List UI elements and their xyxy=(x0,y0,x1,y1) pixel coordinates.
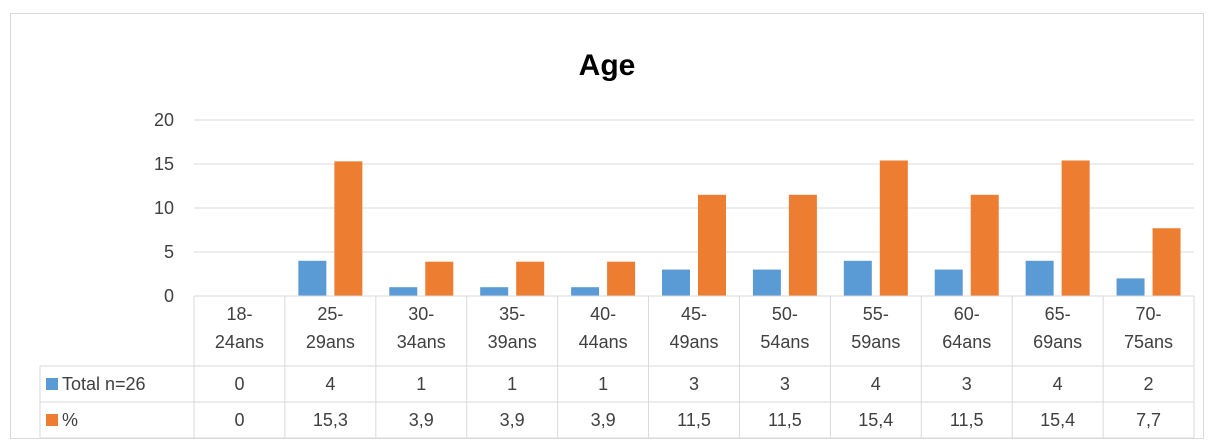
data-table-value: 3 xyxy=(962,374,972,394)
x-tick-label: 39ans xyxy=(488,332,537,352)
y-tick-label: 5 xyxy=(164,242,174,262)
data-table-value: 3,9 xyxy=(409,410,434,430)
bar-total xyxy=(843,260,872,296)
bar-percent xyxy=(970,194,999,296)
data-table-value: 0 xyxy=(234,410,244,430)
data-table-value: 1 xyxy=(507,374,517,394)
bar-percent xyxy=(334,161,363,296)
x-tick-label: 69ans xyxy=(1033,332,1082,352)
data-table-value: 4 xyxy=(871,374,881,394)
bar-percent xyxy=(698,194,726,296)
x-tick-label: 24ans xyxy=(215,332,264,352)
x-tick-label: 49ans xyxy=(669,332,718,352)
legend-key xyxy=(46,414,58,426)
data-table-value: 3 xyxy=(780,374,790,394)
bar-total xyxy=(1116,278,1145,296)
data-table-value: 2 xyxy=(1144,374,1154,394)
x-tick-label: 29ans xyxy=(306,332,355,352)
x-tick-label: 60- xyxy=(954,304,980,324)
data-table-value: 15,3 xyxy=(313,410,348,430)
bar-total xyxy=(298,260,327,296)
bar-percent xyxy=(516,261,545,296)
bar-percent xyxy=(425,261,454,296)
x-tick-label: 59ans xyxy=(851,332,900,352)
x-tick-label: 75ans xyxy=(1124,332,1173,352)
x-tick-label: 54ans xyxy=(760,332,809,352)
bar-percent xyxy=(1061,160,1090,296)
data-table-value: 3,9 xyxy=(500,410,525,430)
x-tick-label: 44ans xyxy=(579,332,628,352)
bar-total xyxy=(480,287,509,296)
bar-percent xyxy=(607,261,636,296)
y-tick-label: 10 xyxy=(154,198,174,218)
x-tick-label: 35- xyxy=(499,304,525,324)
legend-label: % xyxy=(62,410,78,430)
x-tick-label: 18- xyxy=(226,304,252,324)
x-tick-label: 55- xyxy=(863,304,889,324)
y-tick-label: 20 xyxy=(154,110,174,130)
y-tick-label: 15 xyxy=(154,154,174,174)
bar-percent xyxy=(1152,228,1181,296)
x-tick-label: 34ans xyxy=(397,332,446,352)
x-tick-label: 40- xyxy=(590,304,616,324)
x-tick-label: 30- xyxy=(408,304,434,324)
data-table-value: 4 xyxy=(325,374,335,394)
bar-total xyxy=(389,287,418,296)
data-table-value: 15,4 xyxy=(1040,410,1075,430)
x-tick-label: 25- xyxy=(317,304,343,324)
data-table-value: 7,7 xyxy=(1136,410,1161,430)
data-table-value: 3,9 xyxy=(591,410,616,430)
x-tick-label: 65- xyxy=(1045,304,1071,324)
data-table-value: 4 xyxy=(1053,374,1063,394)
data-table-value: 1 xyxy=(598,374,608,394)
bar-percent xyxy=(879,160,908,296)
y-tick-label: 0 xyxy=(164,286,174,306)
bar-percent xyxy=(788,194,817,296)
legend-label: Total n=26 xyxy=(62,374,146,394)
bar-total xyxy=(934,269,963,296)
data-table-value: 3 xyxy=(689,374,699,394)
chart-frame xyxy=(10,13,1204,439)
data-table-value: 11,5 xyxy=(677,410,711,430)
x-tick-label: 64ans xyxy=(942,332,991,352)
bar-total xyxy=(752,269,781,296)
chart-title: Age xyxy=(579,49,636,82)
bar-total xyxy=(662,269,690,296)
x-tick-label: 50- xyxy=(772,304,798,324)
bar-total xyxy=(571,287,600,296)
legend-key xyxy=(46,378,58,390)
data-table-value: 1 xyxy=(416,374,426,394)
data-table-value: 11,5 xyxy=(768,410,802,430)
data-table-value: 11,5 xyxy=(950,410,984,430)
x-tick-label: 70- xyxy=(1136,304,1162,324)
bar-total xyxy=(1025,260,1054,296)
data-table-value: 0 xyxy=(234,374,244,394)
x-tick-label: 45- xyxy=(681,304,707,324)
data-table-value: 15,4 xyxy=(858,410,893,430)
